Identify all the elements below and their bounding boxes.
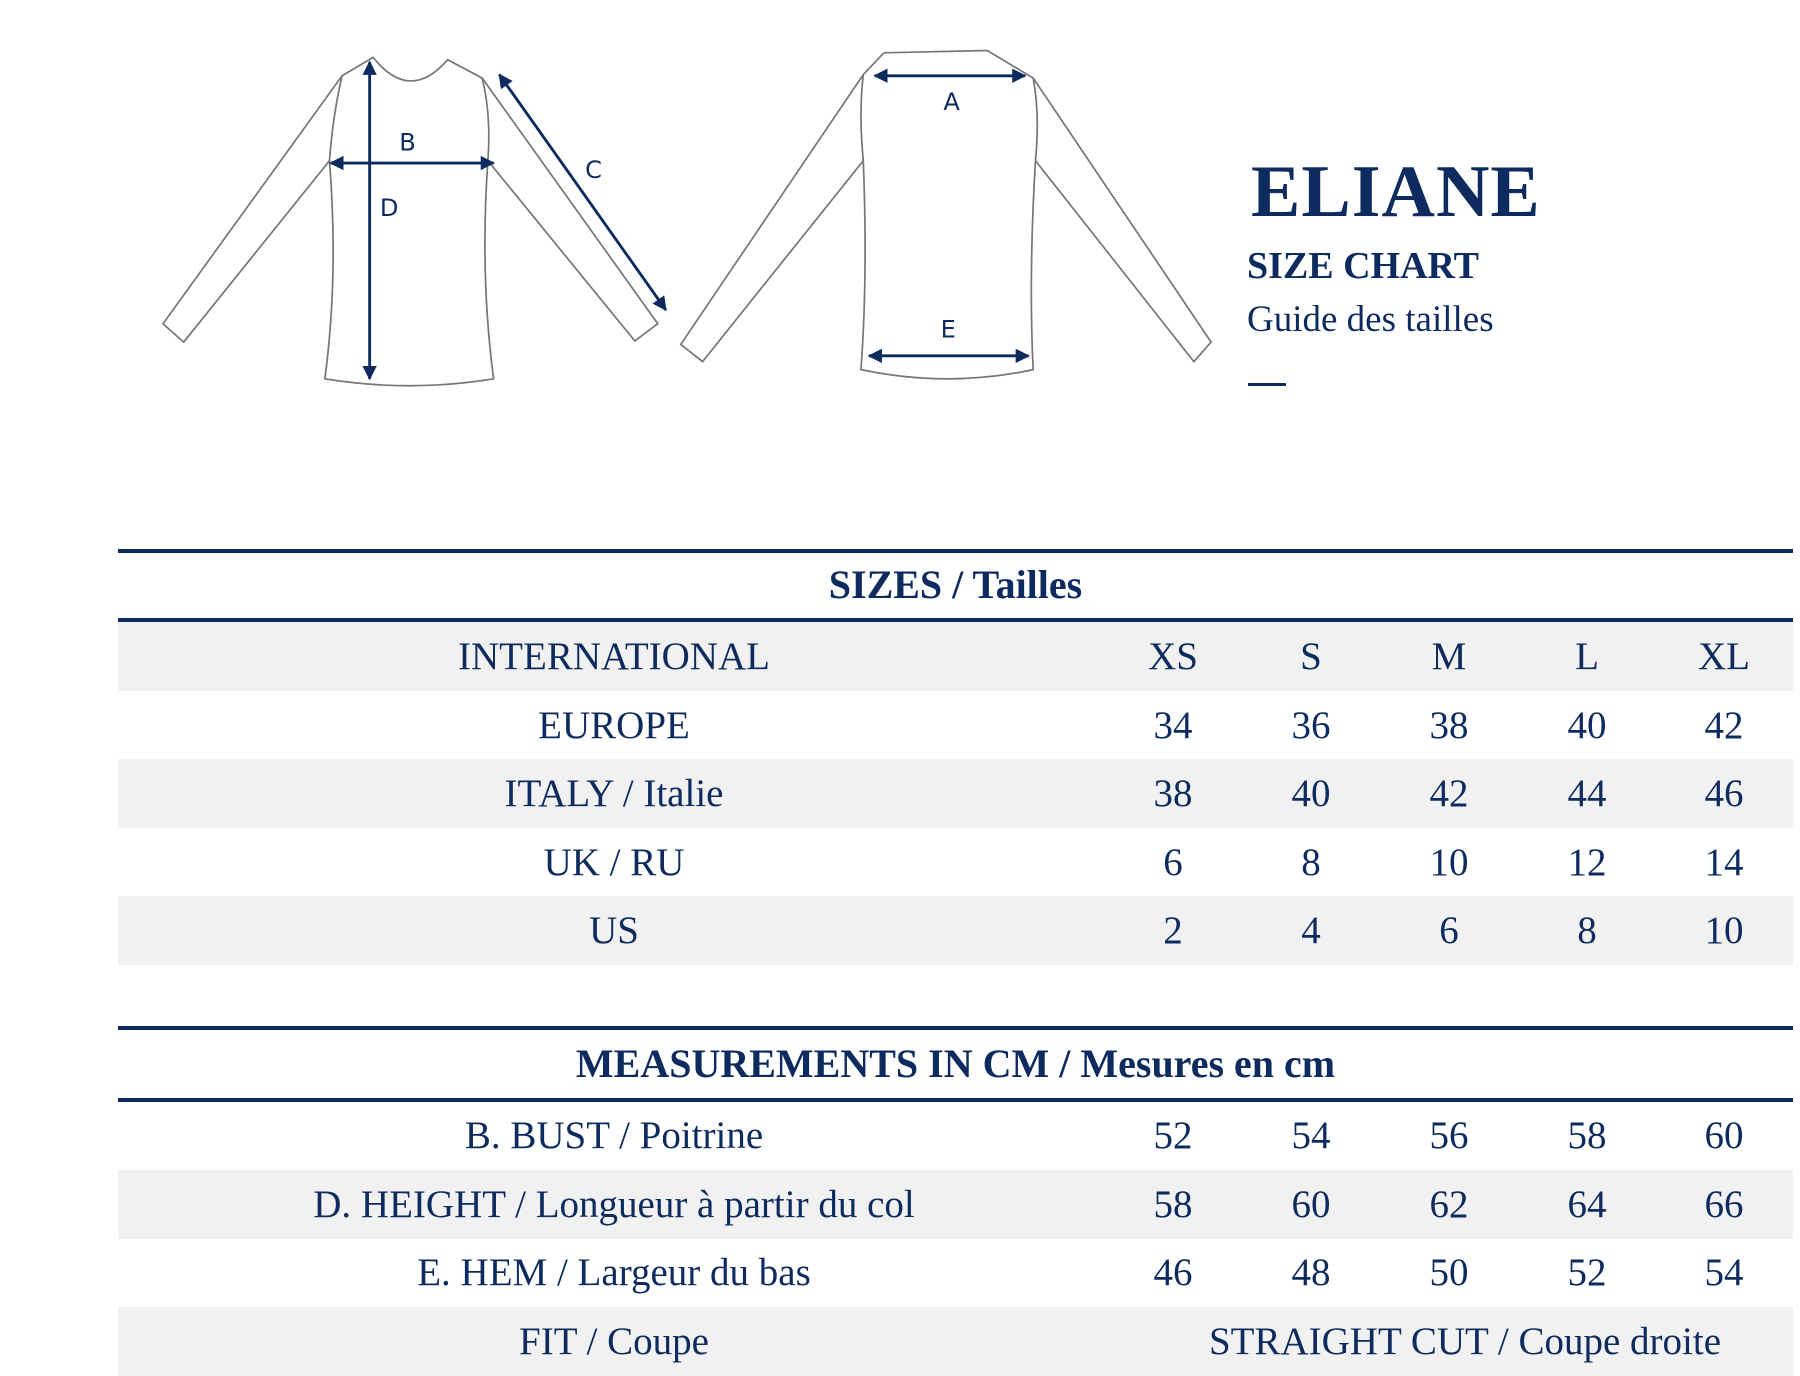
product-title: ELIANE [1251, 151, 1541, 233]
label-d: D [380, 194, 399, 222]
cell-value: 60 [1291, 1182, 1331, 1226]
fit-value: STRAIGHT CUT / Coupe droite [1208, 1319, 1722, 1363]
measurements-heading: MEASUREMENTS IN CM / Mesures en cm [575, 1041, 1336, 1086]
garment-diagram: A B C D E [161, 49, 1213, 387]
row-label: UK / RU [543, 840, 685, 884]
row-label: D. HEIGHT / Longueur à partir du col [313, 1182, 915, 1226]
measurements-header-rule [118, 1098, 1793, 1102]
cell-value: 4 [1301, 909, 1321, 952]
row-label: FIT / Coupe [519, 1319, 709, 1363]
row-label: ITALY / Italie [504, 772, 724, 815]
cell-value: 46 [1704, 772, 1744, 815]
cell-value: 52 [1567, 1251, 1607, 1294]
cell-value: 42 [1704, 703, 1744, 747]
cell-value: 42 [1429, 772, 1469, 815]
cell-value: 44 [1567, 772, 1607, 815]
sizes-row: EUROPE 34 36 38 40 42 [118, 691, 1793, 760]
sizes-header-rule [118, 618, 1793, 622]
row-label: EUROPE [538, 703, 690, 747]
sizes-row: US 2 4 6 8 10 [118, 896, 1793, 965]
measurements-row: D. HEIGHT / Longueur à partir du col 58 60… [118, 1169, 1793, 1239]
fit-row: FIT / Coupe STRAIGHT CUT / Coupe droite [118, 1306, 1793, 1376]
back-shirt-outline [679, 49, 1213, 380]
cell-value: XS [1148, 635, 1198, 678]
cell-value: 64 [1567, 1182, 1607, 1226]
cell-value: 34 [1153, 703, 1193, 747]
cell-value: 58 [1153, 1182, 1193, 1226]
size-chart-subtitle: SIZE CHART [1247, 245, 1480, 287]
cell-value: 6 [1439, 909, 1459, 952]
cell-value: 56 [1429, 1114, 1469, 1157]
cell-value: 6 [1163, 840, 1183, 884]
measurements-row: E. HEM / Largeur du bas 46 48 50 52 54 [118, 1238, 1793, 1307]
cell-value: 40 [1567, 703, 1607, 747]
cell-value: 10 [1429, 840, 1469, 884]
cell-value: 62 [1429, 1182, 1469, 1226]
cell-value: 38 [1153, 772, 1193, 815]
cell-value: 38 [1429, 703, 1469, 747]
size-chart-subtitle-fr: Guide des tailles [1247, 299, 1494, 340]
label-e: E [941, 315, 956, 343]
sizes-row: UK / RU 6 8 10 12 14 [118, 828, 1793, 897]
row-label: US [589, 909, 639, 952]
measurements-row: B. BUST / Poitrine 52 54 56 58 60 [118, 1101, 1793, 1170]
front-shirt-outline [161, 56, 659, 387]
cell-value: 48 [1291, 1251, 1331, 1294]
cell-value: 46 [1153, 1251, 1193, 1294]
cell-value: 66 [1704, 1182, 1744, 1226]
row-label: B. BUST / Poitrine [464, 1114, 764, 1157]
cell-value: 54 [1291, 1114, 1331, 1157]
cell-value: 14 [1704, 840, 1744, 884]
cell-value: 2 [1163, 909, 1183, 952]
cell-value: 10 [1704, 909, 1744, 952]
label-c: C [585, 156, 602, 184]
divider-dash [1248, 383, 1286, 386]
cell-value: 36 [1291, 703, 1331, 747]
cell-value: 60 [1704, 1114, 1744, 1157]
row-label: INTERNATIONAL [458, 635, 770, 678]
cell-value: L [1575, 635, 1599, 678]
cell-value: 12 [1567, 840, 1607, 884]
label-b: B [399, 128, 416, 156]
cell-value: S [1300, 635, 1322, 678]
cell-value: 54 [1704, 1251, 1744, 1294]
cell-value: M [1431, 635, 1467, 678]
arrow-c [498, 73, 667, 312]
cell-value: 8 [1577, 909, 1597, 952]
measurements-top-rule [118, 1026, 1793, 1030]
measure-arrows [329, 60, 1031, 381]
cell-value: 40 [1291, 772, 1331, 815]
sizes-row: ITALY / Italie 38 40 42 44 46 [118, 759, 1793, 828]
sizes-row: INTERNATIONAL XS S M L XL [118, 622, 1793, 691]
cell-value: 58 [1567, 1114, 1607, 1157]
label-a: A [943, 88, 960, 116]
cell-value: XL [1698, 635, 1750, 678]
cell-value: 8 [1301, 840, 1321, 884]
cell-value: 52 [1153, 1114, 1193, 1157]
sizes-heading: SIZES / Tailles [828, 562, 1083, 607]
cell-value: 50 [1429, 1251, 1469, 1294]
sizes-top-rule [118, 549, 1793, 553]
row-label: E. HEM / Largeur du bas [417, 1251, 811, 1294]
